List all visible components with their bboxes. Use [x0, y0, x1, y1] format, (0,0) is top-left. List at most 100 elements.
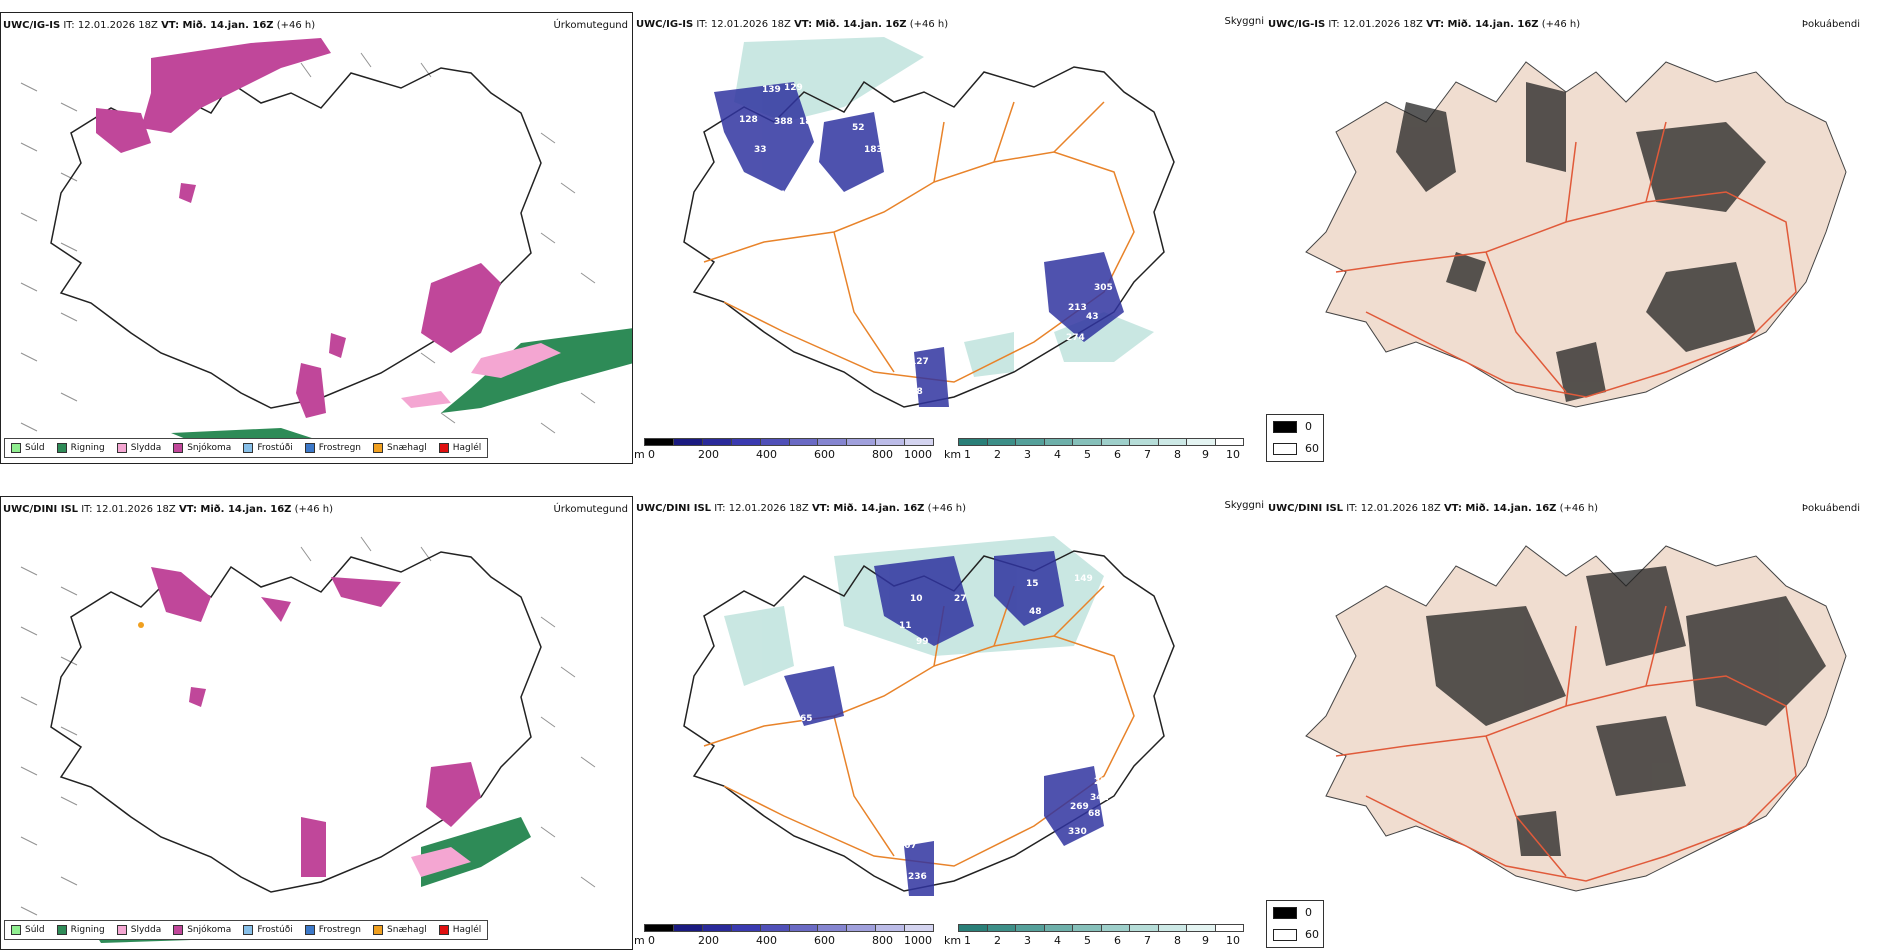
colorbar-tick: 7 — [1144, 934, 1151, 947]
precip-legend: Súld Rigning Slydda Snjókoma Frostúði Fr… — [4, 438, 489, 458]
fog-low-swatch — [1273, 443, 1297, 455]
precip-legend: Súld Rigning Slydda Snjókoma Frostúði Fr… — [4, 920, 489, 940]
legend-item: Rigning — [56, 443, 105, 453]
visibility-map: 139 129 128 388 185 33 52 183 117 103 83… — [683, 37, 1175, 408]
cloud-label: 330 — [1068, 827, 1087, 837]
colorbar-tick: 200 — [698, 934, 719, 947]
colorbar-tick: 1000 — [904, 934, 932, 947]
swatch-snow — [173, 925, 184, 935]
height-colorbar: m 0 200 400 600 800 1000 — [634, 924, 936, 950]
visibility-panel-top: UWC/IG-IS IT: 12.01.2026 18Z VT: Mið. 14… — [634, 12, 1264, 464]
cloud-label: 342 — [1090, 793, 1109, 803]
swatch-sleet — [116, 925, 127, 935]
swatch-sleet — [116, 443, 127, 453]
legend-item: Snæhagl — [373, 443, 427, 453]
colorbar-unit: km — [944, 448, 962, 461]
colorbar-tick: 10 — [1226, 934, 1240, 947]
cloud-label: 305 — [1094, 283, 1113, 293]
cloud-label: 103 — [780, 190, 799, 200]
panel-title: UWC/DINI ISL IT: 12.01.2026 18Z VT: Mið.… — [1268, 503, 1599, 514]
colorbar-tick: 200 — [698, 448, 719, 461]
fog-map — [1305, 61, 1847, 408]
panel-variable-label: Þokuábendi — [1801, 503, 1860, 514]
swatch-drizzle — [11, 925, 21, 935]
colorbar-tick: 800 — [872, 448, 893, 461]
cloud-label: 185 — [799, 117, 818, 127]
cloud-label: 10 — [910, 594, 923, 604]
fog-low-swatch — [1273, 929, 1297, 941]
colorbar-tick: 400 — [756, 934, 777, 947]
colorbar-tick: 8 — [1174, 448, 1181, 461]
colorbar-tick: 4 — [1054, 934, 1061, 947]
colorbar-tick: 0 — [648, 934, 655, 947]
cloud-label: 236 — [908, 872, 927, 882]
panel-variable-label: Úrkomutegund — [553, 20, 628, 31]
panel-variable-label: Þokuábendi — [1801, 19, 1860, 30]
cloud-label: 269 — [1070, 802, 1089, 812]
colorbar-tick: 6 — [1114, 448, 1121, 461]
panel-variable-label: Skyggni — [1224, 16, 1264, 27]
cloud-label: 15 — [1026, 579, 1039, 589]
colorbar-tick: 9 — [1202, 448, 1209, 461]
cloud-label: 139 — [762, 85, 781, 95]
colorbar-tick: 8 — [1174, 934, 1181, 947]
fog-high-label: 0 — [1305, 420, 1312, 433]
cloud-label: 129 — [784, 83, 803, 93]
cloud-label: 99 — [916, 637, 929, 647]
panel-title: UWC/DINI ISL IT: 12.01.2026 18Z VT: Mið.… — [636, 503, 967, 514]
swatch-rain — [56, 443, 67, 453]
panel-variable-label: Úrkomutegund — [553, 504, 628, 515]
colorbar-unit: m — [634, 934, 645, 947]
swatch-hail — [438, 925, 449, 935]
swatch-hail — [438, 443, 449, 453]
legend-item: Haglél — [438, 925, 481, 935]
precip-type-panel-bottom: UWC/DINI ISL IT: 12.01.2026 18Z VT: Mið.… — [0, 496, 633, 950]
height-colorbar: m 0 200 400 600 800 1000 — [634, 438, 936, 464]
fog-low-label: 60 — [1305, 442, 1319, 455]
swatch-snow-pellets — [373, 925, 384, 935]
cloud-label: 27 — [954, 594, 967, 604]
colorbar-unit: km — [944, 934, 962, 947]
cloud-label: 65 — [800, 714, 813, 724]
colorbar-tick: 5 — [1084, 448, 1091, 461]
legend-item: Súld — [11, 925, 45, 935]
visibility-colorbar: km 1 2 3 4 5 6 7 8 9 10 — [944, 438, 1244, 464]
cloud-label: 117 — [814, 180, 833, 190]
swatch-snow-pellets — [373, 443, 384, 453]
colorbar-tick: 6 — [1114, 934, 1121, 947]
legend-item: Súld — [11, 443, 45, 453]
swatch-rain — [56, 925, 67, 935]
iceland-outline — [683, 66, 1175, 408]
colorbar-tick: 7 — [1144, 448, 1151, 461]
legend-item: Snjókoma — [173, 925, 231, 935]
cloud-label: 107 — [898, 841, 917, 851]
visibility-colorbar: km 1 2 3 4 5 6 7 8 9 10 — [944, 924, 1244, 950]
iceland-outline — [683, 550, 1175, 892]
swatch-freezing-drizzle — [243, 925, 254, 935]
cloud-label: 271 — [1094, 777, 1113, 787]
cloud-label: 43 — [1086, 312, 1099, 322]
cloud-label: 180 — [986, 702, 1005, 712]
cloud-label: 101 — [884, 714, 903, 724]
cloud-label: 84 — [730, 231, 743, 241]
panel-title: UWC/IG-IS IT: 12.01.2026 18Z VT: Mið. 14… — [3, 20, 316, 31]
cloud-label: 268 — [904, 387, 923, 397]
precip-map — [20, 38, 632, 445]
colorbar-tick: 1 — [964, 934, 971, 947]
colorbar-tick: 2 — [994, 934, 1001, 947]
colorbar-tick: 600 — [814, 934, 835, 947]
colorbar-tick: 4 — [1054, 448, 1061, 461]
fog-high-swatch — [1273, 907, 1297, 919]
legend-item: Frostregn — [304, 443, 361, 453]
colorbar-tick: 0 — [648, 448, 655, 461]
fog-legend: 0 60 — [1266, 414, 1324, 462]
cloud-label: 386 — [1090, 622, 1109, 632]
cloud-label: 68 — [1088, 809, 1101, 819]
cloud-label: 388 — [774, 117, 793, 127]
legend-item: Haglél — [438, 443, 481, 453]
legend-item: Frostúði — [243, 925, 293, 935]
legend-item: Rigning — [56, 925, 105, 935]
cloud-label: 11 — [899, 621, 912, 631]
cloud-base-labels: 149 15 10 27 48 11 99 33 386 65 101 180 … — [800, 574, 1113, 882]
cloud-label: 33 — [884, 667, 897, 677]
